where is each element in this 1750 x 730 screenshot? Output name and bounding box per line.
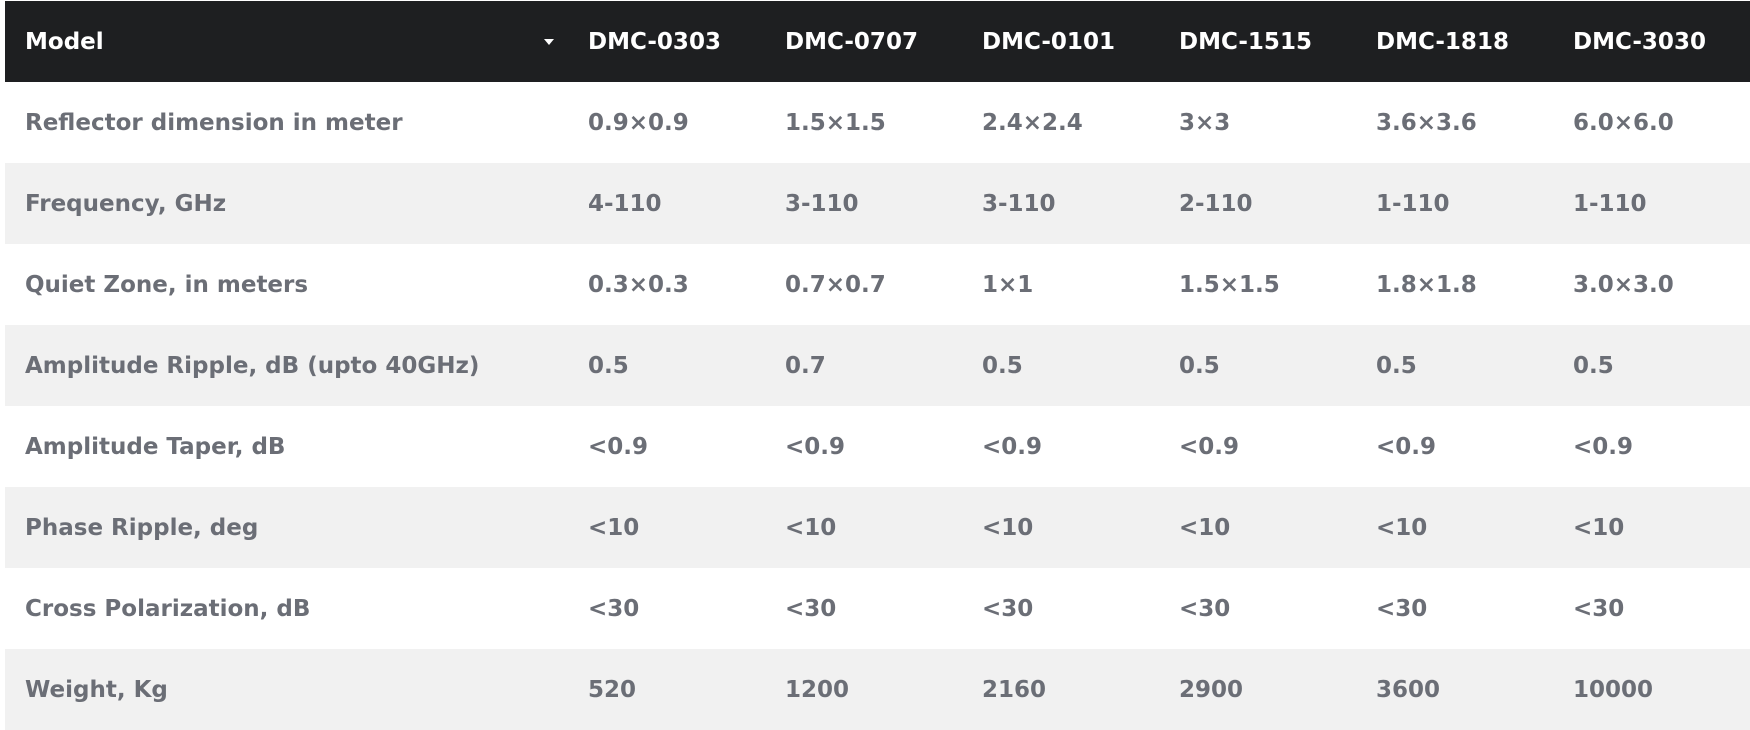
row-label: Amplitude Taper, dB bbox=[25, 433, 286, 460]
table-row: Reflector dimension in meter 0.9×0.9 1.5… bbox=[5, 82, 1750, 163]
table-row: Weight, Kg 520 1200 2160 2900 3600 10000 bbox=[5, 649, 1750, 730]
table-cell: 1.8×1.8 bbox=[1376, 271, 1477, 298]
table-cell: <30 bbox=[785, 595, 837, 622]
table-cell: 1-110 bbox=[1376, 190, 1450, 217]
table-cell: <0.9 bbox=[982, 433, 1043, 460]
header-model-dmc-1515[interactable]: DMC-1515 bbox=[1179, 28, 1312, 55]
row-label: Phase Ripple, deg bbox=[25, 514, 259, 541]
table-cell: 2-110 bbox=[1179, 190, 1253, 217]
table-cell: 1-110 bbox=[1573, 190, 1647, 217]
table-cell: <0.9 bbox=[1179, 433, 1240, 460]
table-cell: 4-110 bbox=[588, 190, 662, 217]
specs-table: Model DMC-0303 DMC-0707 DMC-0101 DMC-151… bbox=[5, 1, 1750, 730]
table-row: Amplitude Taper, dB <0.9 <0.9 <0.9 <0.9 … bbox=[5, 406, 1750, 487]
row-label: Cross Polarization, dB bbox=[25, 595, 311, 622]
table-cell: 3-110 bbox=[785, 190, 859, 217]
table-cell: 10000 bbox=[1573, 676, 1654, 703]
row-label: Reflector dimension in meter bbox=[25, 109, 403, 136]
table-cell: <10 bbox=[785, 514, 837, 541]
table-cell: <30 bbox=[588, 595, 640, 622]
table-cell: 2160 bbox=[982, 676, 1047, 703]
table-row: Frequency, GHz 4-110 3-110 3-110 2-110 1… bbox=[5, 163, 1750, 244]
table-cell: 0.7 bbox=[785, 352, 826, 379]
table-cell: <30 bbox=[1376, 595, 1428, 622]
table-cell: <0.9 bbox=[1573, 433, 1634, 460]
table-cell: 3-110 bbox=[982, 190, 1056, 217]
table-cell: <10 bbox=[982, 514, 1034, 541]
row-label: Weight, Kg bbox=[25, 676, 168, 703]
row-label: Amplitude Ripple, dB (upto 40GHz) bbox=[25, 352, 480, 379]
table-cell: <10 bbox=[588, 514, 640, 541]
header-model-dmc-1818[interactable]: DMC-1818 bbox=[1376, 28, 1509, 55]
table-cell: 0.9×0.9 bbox=[588, 109, 689, 136]
caret-down-icon[interactable] bbox=[543, 1, 555, 82]
table-cell: 0.5 bbox=[588, 352, 629, 379]
table-cell: <0.9 bbox=[588, 433, 649, 460]
header-model-dmc-3030[interactable]: DMC-3030 bbox=[1573, 28, 1706, 55]
table-cell: 0.5 bbox=[1573, 352, 1614, 379]
header-model-dmc-0707[interactable]: DMC-0707 bbox=[785, 28, 918, 55]
table-cell: 1.5×1.5 bbox=[785, 109, 886, 136]
table-cell: <10 bbox=[1179, 514, 1231, 541]
header-model-label[interactable]: Model bbox=[25, 28, 104, 55]
header-model-dmc-0101[interactable]: DMC-0101 bbox=[982, 28, 1115, 55]
table-cell: 0.5 bbox=[982, 352, 1023, 379]
table-cell: 3600 bbox=[1376, 676, 1441, 703]
table-cell: 3×3 bbox=[1179, 109, 1231, 136]
table-cell: 3.6×3.6 bbox=[1376, 109, 1477, 136]
table-cell: 0.3×0.3 bbox=[588, 271, 689, 298]
table-cell: 6.0×6.0 bbox=[1573, 109, 1674, 136]
table-row: Phase Ripple, deg <10 <10 <10 <10 <10 <1… bbox=[5, 487, 1750, 568]
table-cell: <30 bbox=[1179, 595, 1231, 622]
table-cell: <30 bbox=[1573, 595, 1625, 622]
table-cell: 0.5 bbox=[1376, 352, 1417, 379]
table-cell: 0.7×0.7 bbox=[785, 271, 886, 298]
table-cell: 1200 bbox=[785, 676, 850, 703]
table-header-row: Model DMC-0303 DMC-0707 DMC-0101 DMC-151… bbox=[5, 1, 1750, 82]
table-cell: 1×1 bbox=[982, 271, 1034, 298]
row-label: Quiet Zone, in meters bbox=[25, 271, 309, 298]
table-row: Quiet Zone, in meters 0.3×0.3 0.7×0.7 1×… bbox=[5, 244, 1750, 325]
header-model-dmc-0303[interactable]: DMC-0303 bbox=[588, 28, 721, 55]
table-cell: <0.9 bbox=[1376, 433, 1437, 460]
table-cell: <30 bbox=[982, 595, 1034, 622]
table-cell: 1.5×1.5 bbox=[1179, 271, 1280, 298]
table-cell: <10 bbox=[1376, 514, 1428, 541]
table-cell: <0.9 bbox=[785, 433, 846, 460]
table-row: Cross Polarization, dB <30 <30 <30 <30 <… bbox=[5, 568, 1750, 649]
table-cell: 3.0×3.0 bbox=[1573, 271, 1674, 298]
table-cell: 520 bbox=[588, 676, 637, 703]
table-row: Amplitude Ripple, dB (upto 40GHz) 0.5 0.… bbox=[5, 325, 1750, 406]
table-cell: 2.4×2.4 bbox=[982, 109, 1083, 136]
table-cell: 2900 bbox=[1179, 676, 1244, 703]
table-cell: 0.5 bbox=[1179, 352, 1220, 379]
table-cell: <10 bbox=[1573, 514, 1625, 541]
row-label: Frequency, GHz bbox=[25, 190, 227, 217]
